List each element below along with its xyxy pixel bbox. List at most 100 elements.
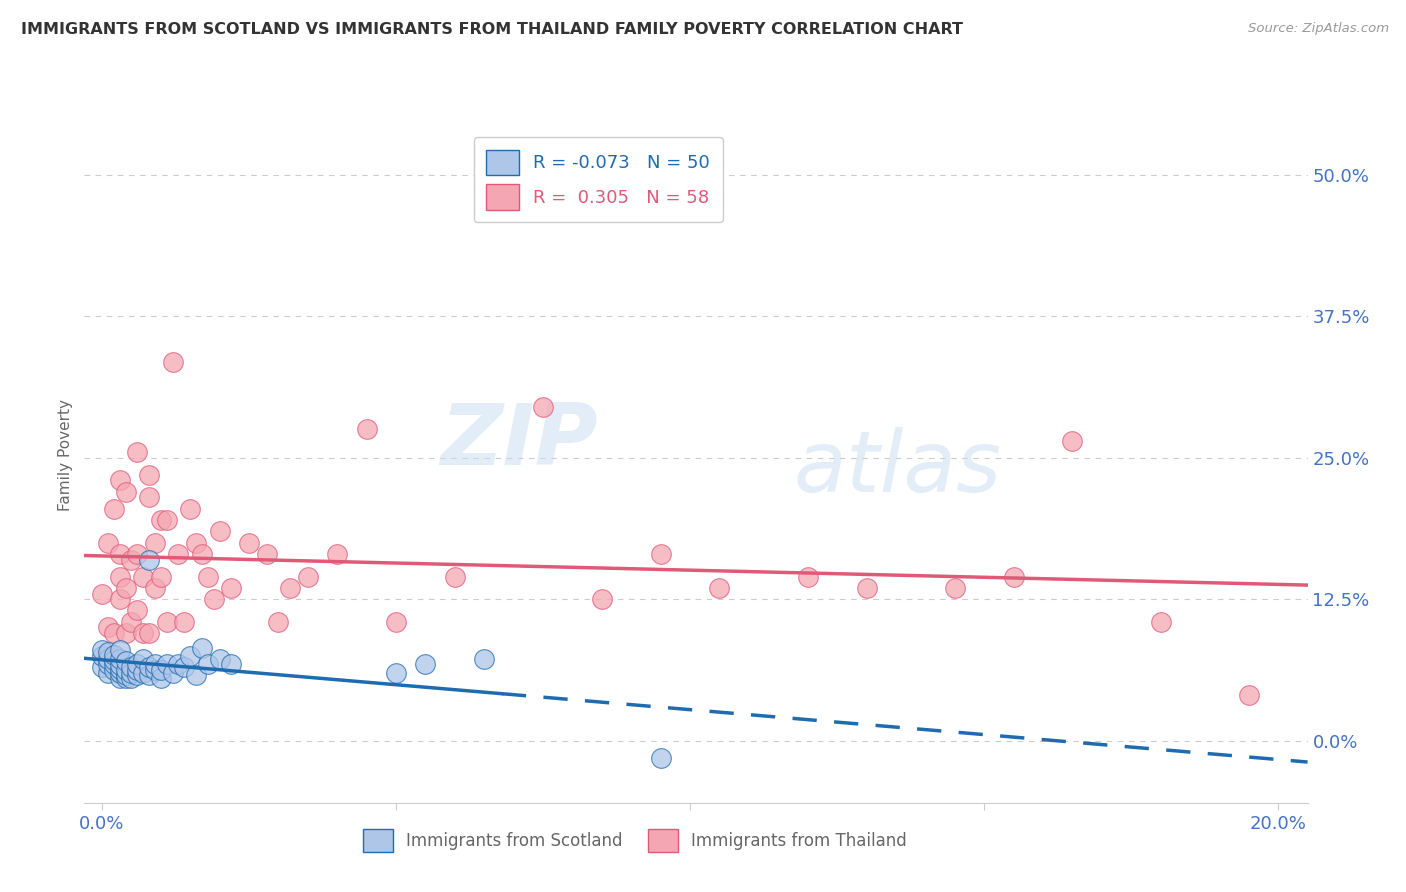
Point — [167, 547, 190, 561]
Point — [97, 535, 120, 549]
Point — [120, 665, 142, 680]
Point — [120, 660, 142, 674]
Point — [208, 524, 231, 539]
Point — [108, 662, 131, 676]
Point — [132, 665, 155, 680]
Point — [97, 620, 120, 634]
Point — [127, 547, 149, 561]
Point — [326, 547, 349, 561]
Point — [143, 535, 166, 549]
Point — [127, 668, 149, 682]
Point — [103, 664, 125, 678]
Point — [1002, 569, 1025, 583]
Point — [650, 750, 672, 764]
Point — [114, 626, 136, 640]
Point — [143, 581, 166, 595]
Point — [162, 354, 184, 368]
Point — [202, 592, 225, 607]
Point — [91, 648, 114, 663]
Point — [138, 660, 160, 674]
Point — [943, 581, 966, 595]
Point — [114, 484, 136, 499]
Point — [149, 671, 172, 685]
Point — [114, 668, 136, 682]
Point — [91, 643, 114, 657]
Point — [531, 400, 554, 414]
Point — [173, 615, 195, 629]
Point — [221, 581, 243, 595]
Text: IMMIGRANTS FROM SCOTLAND VS IMMIGRANTS FROM THAILAND FAMILY POVERTY CORRELATION : IMMIGRANTS FROM SCOTLAND VS IMMIGRANTS F… — [21, 22, 963, 37]
Point — [108, 671, 131, 685]
Point — [127, 664, 149, 678]
Point — [278, 581, 301, 595]
Point — [108, 657, 131, 672]
Point — [120, 552, 142, 566]
Point — [179, 648, 201, 663]
Point — [108, 643, 131, 657]
Point — [591, 592, 613, 607]
Point — [156, 615, 179, 629]
Point — [267, 615, 290, 629]
Point — [127, 657, 149, 671]
Point — [191, 547, 214, 561]
Point — [138, 626, 160, 640]
Point — [415, 657, 437, 671]
Point — [108, 592, 131, 607]
Point — [120, 615, 142, 629]
Point — [132, 652, 155, 666]
Point — [114, 671, 136, 685]
Point — [103, 648, 125, 662]
Point — [156, 657, 179, 671]
Point — [103, 653, 125, 667]
Point — [1237, 689, 1260, 703]
Point — [138, 668, 160, 682]
Point — [149, 664, 172, 678]
Point — [356, 422, 378, 436]
Point — [91, 660, 114, 674]
Point — [796, 569, 818, 583]
Point — [127, 445, 149, 459]
Point — [1062, 434, 1084, 448]
Point — [97, 652, 120, 666]
Point — [103, 626, 125, 640]
Point — [132, 569, 155, 583]
Point — [855, 581, 877, 595]
Point — [650, 547, 672, 561]
Point — [91, 586, 114, 600]
Point — [385, 615, 408, 629]
Point — [120, 671, 142, 685]
Point — [138, 552, 160, 566]
Point — [167, 657, 190, 671]
Point — [97, 665, 120, 680]
Point — [184, 668, 207, 682]
Point — [162, 665, 184, 680]
Point — [97, 645, 120, 659]
Point — [138, 467, 160, 482]
Point — [179, 501, 201, 516]
Point — [197, 569, 219, 583]
Point — [108, 569, 131, 583]
Point — [385, 665, 408, 680]
Point — [156, 513, 179, 527]
Point — [173, 660, 195, 674]
Point — [108, 474, 131, 488]
Text: atlas: atlas — [794, 427, 1002, 510]
Point — [143, 657, 166, 671]
Point — [103, 657, 125, 671]
Point — [208, 652, 231, 666]
Point — [149, 513, 172, 527]
Point — [221, 657, 243, 671]
Text: ZIP: ZIP — [440, 400, 598, 483]
Text: Source: ZipAtlas.com: Source: ZipAtlas.com — [1249, 22, 1389, 36]
Point — [114, 654, 136, 668]
Point — [472, 652, 495, 666]
Legend: Immigrants from Scotland, Immigrants from Thailand: Immigrants from Scotland, Immigrants fro… — [352, 817, 918, 864]
Point — [108, 547, 131, 561]
Point — [149, 569, 172, 583]
Point — [444, 569, 467, 583]
Point — [238, 535, 260, 549]
Point — [138, 491, 160, 505]
Point — [191, 640, 214, 655]
Point — [197, 657, 219, 671]
Point — [97, 657, 120, 671]
